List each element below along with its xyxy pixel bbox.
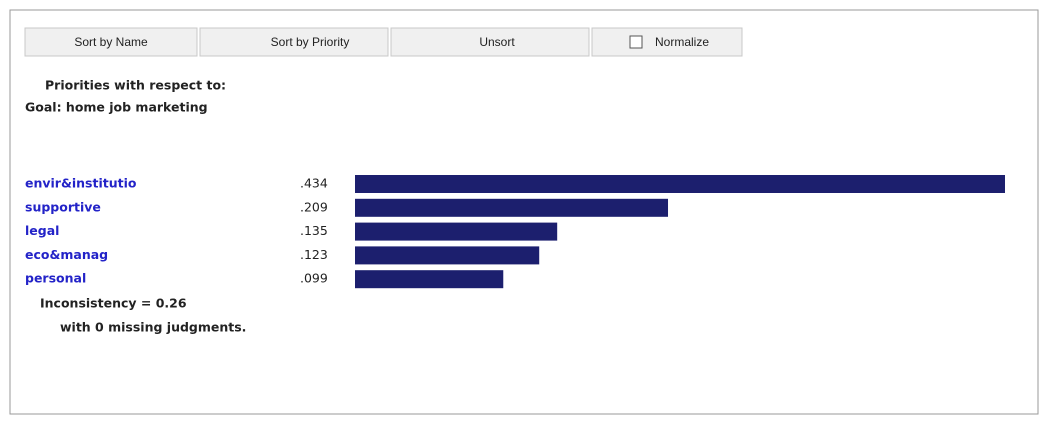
bar <box>355 175 1005 193</box>
sort-priority-button[interactable]: Sort by Priority <box>271 35 350 49</box>
header-goal: Goal: home job marketing <box>25 100 208 115</box>
unsort-button[interactable]: Unsort <box>479 35 515 49</box>
button-frame[interactable] <box>390 27 590 57</box>
value-label: .434 <box>300 176 328 191</box>
value-label: .209 <box>300 199 328 214</box>
value-label: .123 <box>300 247 328 262</box>
sort-name-button[interactable]: Sort by Name <box>74 35 148 49</box>
missing-judgments: with 0 missing judgments. <box>60 320 246 335</box>
bar <box>355 270 504 289</box>
value-label: .099 <box>300 271 328 286</box>
button-frame[interactable] <box>199 27 389 57</box>
checkbox[interactable] <box>629 35 643 49</box>
button-frame[interactable] <box>24 27 198 57</box>
category-label: eco&manag <box>25 247 108 262</box>
header-line: Priorities with respect to: <box>45 78 226 93</box>
normalize-label[interactable]: Normalize <box>655 35 709 49</box>
bar <box>355 246 540 265</box>
value-label: .135 <box>300 223 328 238</box>
category-label: envir&institutio <box>25 176 137 191</box>
category-label: personal <box>25 271 86 286</box>
category-label: supportive <box>25 199 101 214</box>
category-label: legal <box>25 223 59 238</box>
bar <box>355 198 669 217</box>
checkbox-frame[interactable] <box>591 27 743 57</box>
bar <box>355 222 558 241</box>
inconsistency: Inconsistency = 0.26 <box>40 296 187 311</box>
